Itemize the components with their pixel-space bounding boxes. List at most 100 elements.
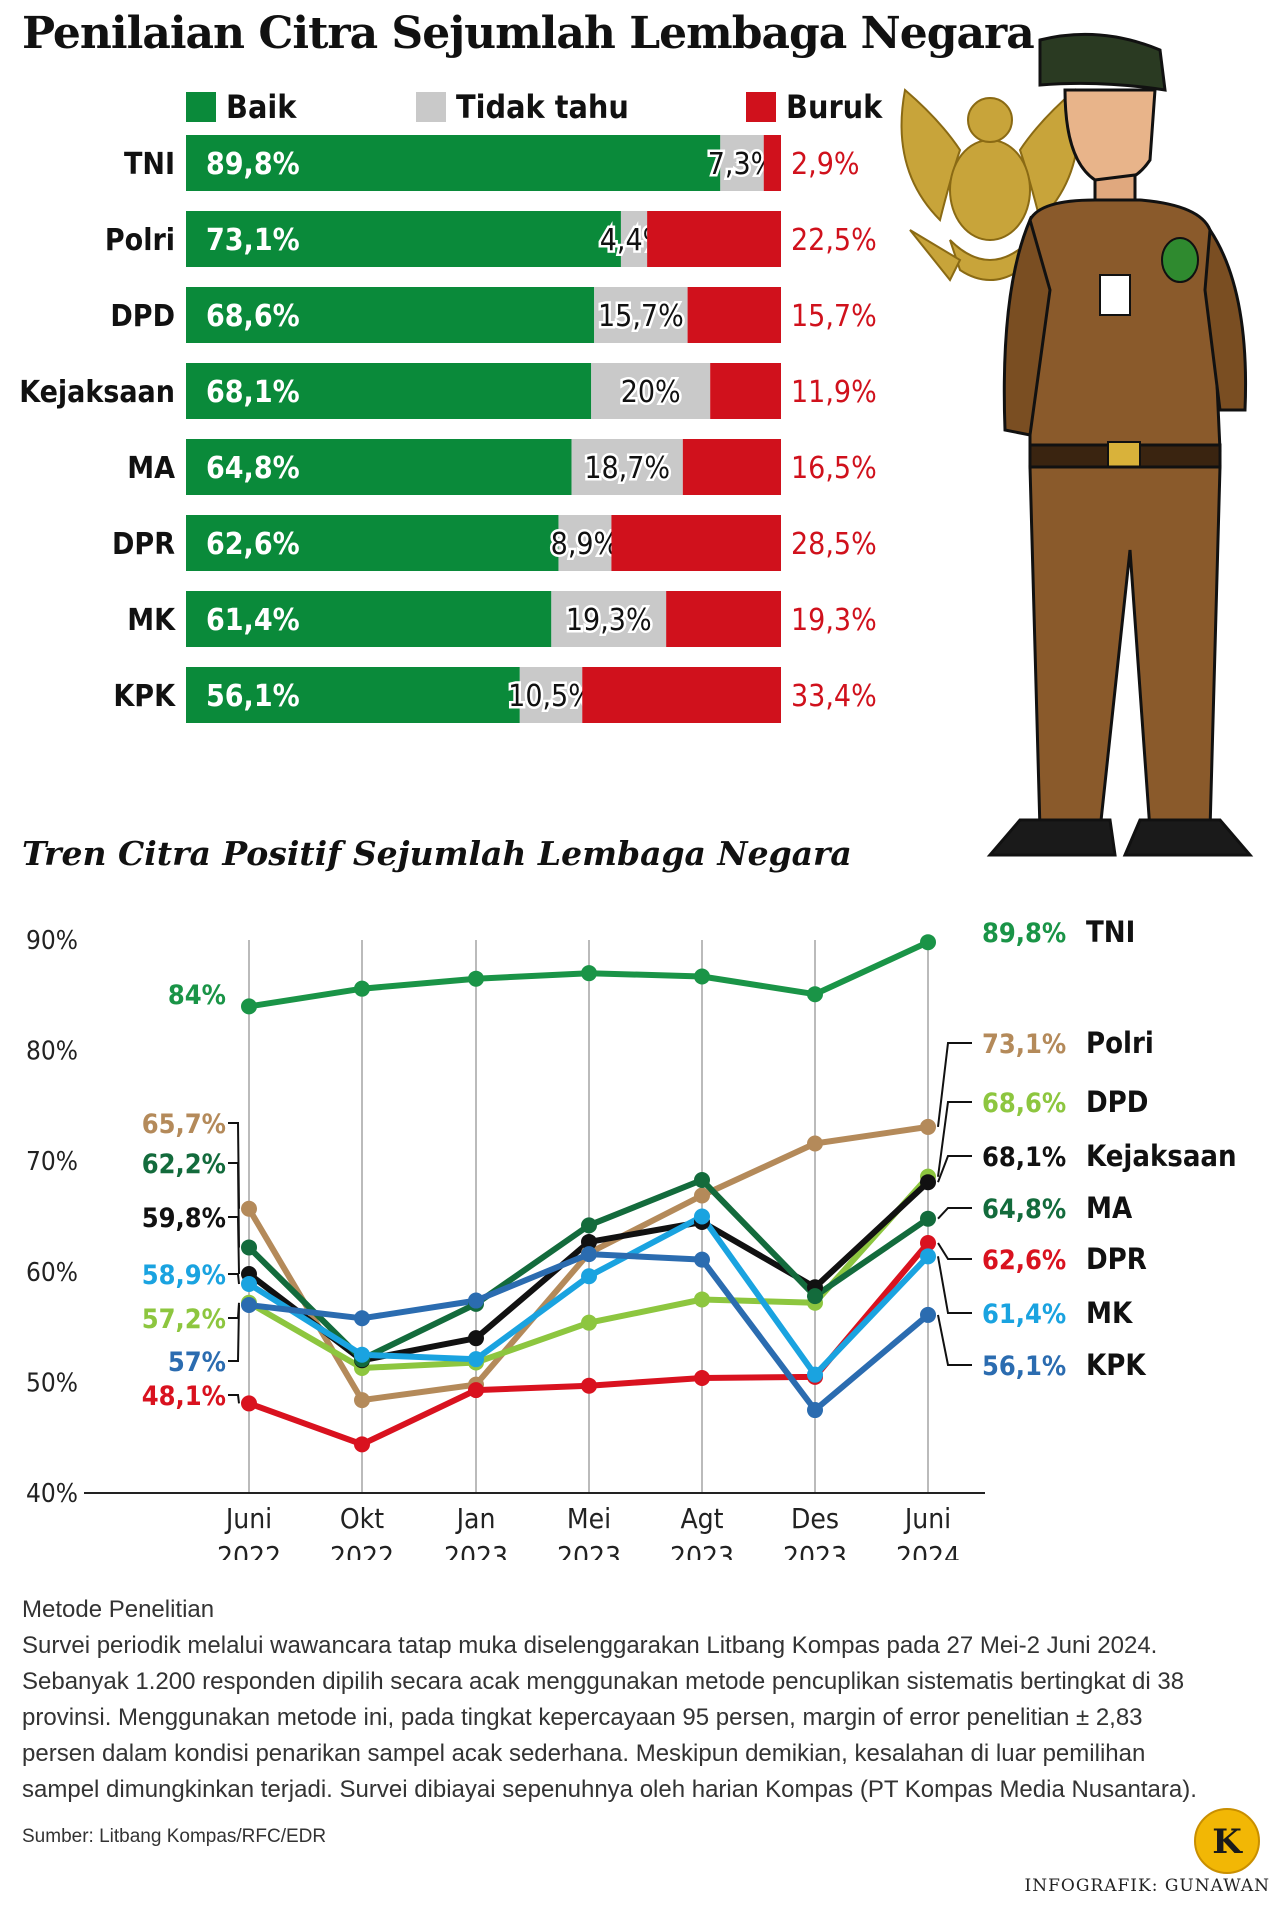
x-tick-label: Agt [680, 1502, 723, 1535]
series-point [920, 1118, 936, 1135]
bar-segment-buruk [582, 667, 781, 723]
series-name-label: Kejaksaan [1086, 1139, 1237, 1173]
legend-label-baik: Baik [226, 88, 297, 126]
officer-figure-icon [986, 32, 1254, 857]
bar-value-label: 22,5% [791, 223, 877, 258]
legend-item-tidak-tahu: Tidak tahu [416, 88, 629, 126]
series-point [694, 1172, 710, 1189]
series-end-value: 61,4% [982, 1299, 1066, 1330]
bar-segment-buruk [687, 287, 781, 343]
bar-category-label: KPK [113, 679, 176, 714]
bar-value-label: 33,4% [791, 679, 877, 714]
x-tick-label: 2023 [670, 1540, 734, 1560]
series-point [581, 1246, 597, 1263]
bar-segment-baik [186, 515, 559, 571]
series-start-label: 57% [168, 1347, 226, 1378]
series-point [241, 1239, 257, 1256]
series-start-label: 84% [168, 980, 226, 1011]
bar-value-label: 16,5% [791, 451, 877, 486]
bar-value-label: 15,7% [791, 299, 877, 334]
series-point [694, 1208, 710, 1225]
bar-value-label: 61,4% [206, 603, 300, 638]
y-tick-label: 90% [26, 926, 78, 956]
bar-segment-buruk [666, 591, 781, 647]
series-point [694, 1187, 710, 1204]
x-tick-label: Des [791, 1502, 839, 1535]
series-name-label: MA [1086, 1191, 1133, 1225]
series-start-label: 59,8% [142, 1203, 226, 1234]
series-point [920, 1235, 936, 1252]
method-line: persen dalam kondisi penarikan sampel ac… [22, 1740, 1146, 1767]
x-tick-label: 2022 [330, 1540, 394, 1560]
bar-category-label: TNI [124, 147, 175, 182]
x-tick-label: 2023 [783, 1540, 847, 1560]
bar-segment-tidak-tahu [594, 287, 688, 343]
series-name-label: Polri [1086, 1026, 1154, 1060]
bar-value-label: 28,5% [791, 527, 877, 562]
method-section: Metode Penelitian Survei periodik melalu… [22, 1596, 1252, 1808]
legend-item-baik: Baik [186, 88, 296, 126]
series-point [920, 934, 936, 951]
series-point [920, 1248, 936, 1265]
series-point [468, 1330, 484, 1347]
label-leader-line [937, 1314, 972, 1366]
series-name-label: KPK [1086, 1348, 1147, 1382]
x-tick-label: Mei [567, 1502, 611, 1535]
series-name-label: DPR [1086, 1242, 1147, 1276]
y-tick-label: 70% [26, 1147, 78, 1177]
series-end-value: 68,1% [982, 1142, 1066, 1173]
series-start-label: 65,7% [142, 1109, 226, 1140]
method-line: provinsi. Menggunakan metode ini, pada t… [22, 1704, 1143, 1731]
series-point [581, 1268, 597, 1285]
bar-value-label: 62,6% [206, 527, 300, 562]
kompas-logo-letter: K [1212, 1822, 1243, 1862]
bar-category-label: DPD [110, 299, 175, 334]
series-point [581, 1217, 597, 1234]
series-point [468, 1292, 484, 1309]
bar-segment-baik [186, 135, 721, 191]
bar-segment-tidak-tahu [558, 515, 612, 571]
method-body: Survei periodik melalui wawancara tatap … [22, 1628, 1252, 1808]
series-name-label: MK [1086, 1296, 1134, 1330]
method-line: sampel dimungkinkan terjadi. Survei dibi… [22, 1776, 1197, 1803]
series-point [468, 970, 484, 987]
series-name-label: TNI [1086, 915, 1135, 949]
label-leader-line [937, 1207, 972, 1220]
label-leader-line [937, 1256, 972, 1314]
series-start-label: 62,2% [142, 1149, 226, 1180]
method-heading: Metode Penelitian [22, 1596, 215, 1623]
series-point [241, 998, 257, 1015]
label-leader-line [228, 1216, 240, 1275]
series-point [920, 1210, 936, 1227]
series-point [354, 980, 370, 997]
legend-label-buruk: Buruk [786, 88, 883, 126]
bar-value-label: 10,5% [508, 679, 594, 714]
series-end-value: 68,6% [982, 1088, 1066, 1119]
bar-value-label: 19,3% [791, 603, 877, 638]
bar-segment-baik [186, 591, 552, 647]
x-tick-label: Juni [224, 1502, 272, 1535]
series-end-value: 73,1% [982, 1029, 1066, 1060]
series-point [241, 1275, 257, 1292]
series-end-value: 62,6% [982, 1245, 1066, 1276]
series-point [241, 1200, 257, 1217]
bar-segment-tidak-tahu [551, 591, 667, 647]
series-point [354, 1392, 370, 1409]
bar-segment-buruk [710, 363, 781, 419]
series-start-label: 57,2% [142, 1304, 226, 1335]
credit-note: INFOGRAFIK: GUNAWAN [1024, 1876, 1270, 1896]
bar-segment-tidak-tahu [720, 135, 764, 191]
label-leader-line [937, 1042, 972, 1128]
page-title: Penilaian Citra Sejumlah Lembaga Negara [22, 8, 1035, 59]
legend-swatch-buruk [746, 92, 776, 122]
legend-swatch-baik [186, 92, 216, 122]
label-leader-line [228, 1394, 240, 1404]
bar-value-label: 2,9% [791, 147, 860, 182]
legend-label-tidak-tahu: Tidak tahu [456, 88, 629, 126]
bar-value-label: 64,8% [206, 451, 300, 486]
series-point [581, 1377, 597, 1394]
stacked-bar-chart: TNI 89,8% 7,3% 2,9%Polri 73,1% 4,4% 22,5%DPD 68… [19, 135, 877, 723]
bar-segment-buruk [611, 515, 781, 571]
bar-value-label: 11,9% [791, 375, 877, 410]
series-point [354, 1346, 370, 1363]
